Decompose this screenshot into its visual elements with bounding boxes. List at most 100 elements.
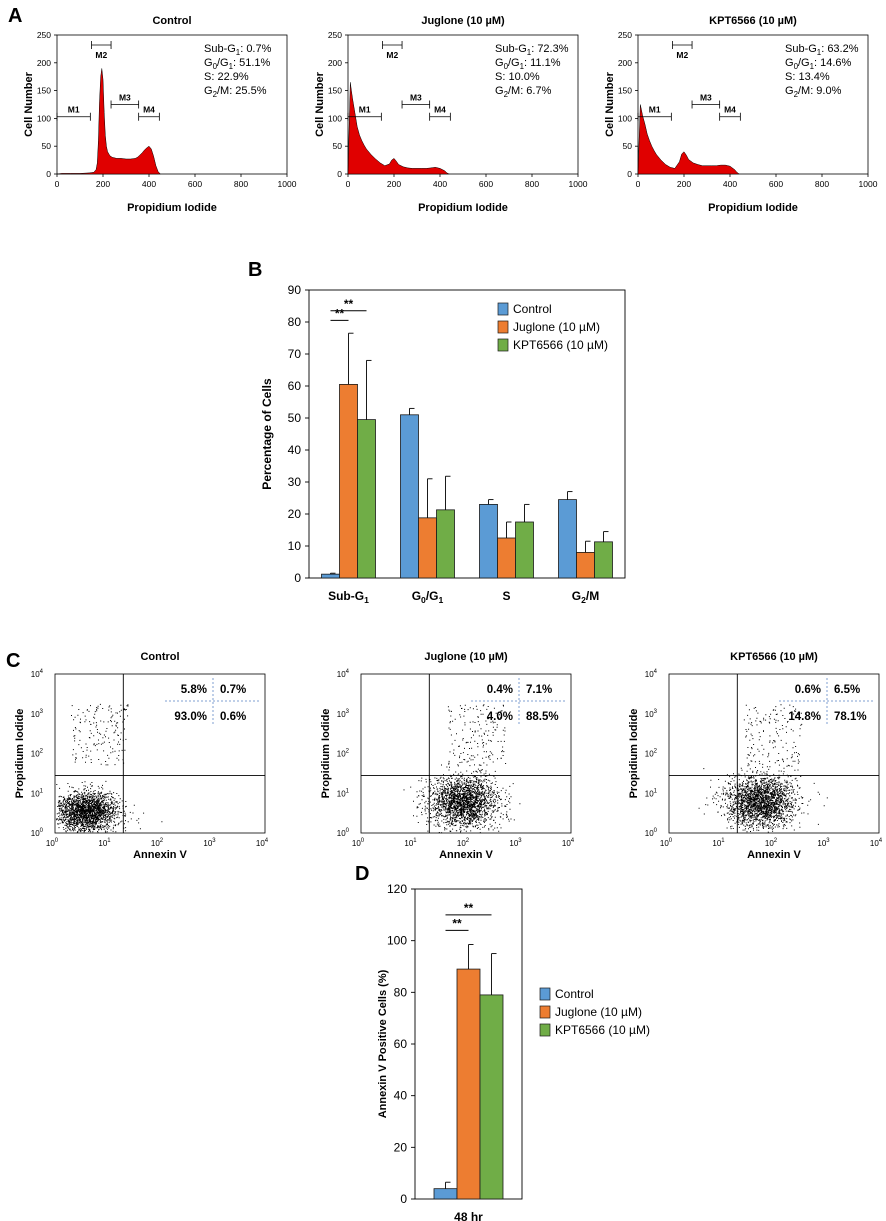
marker-label: M2 [386,50,398,60]
y-tick-label: 103 [645,709,658,719]
category-label: G0/G1 [412,589,444,605]
x-tick-label: 102 [457,838,470,848]
y-tick-label: 250 [328,30,342,40]
x-tick-label: 101 [404,838,417,848]
x-tick-label: 0 [346,179,351,189]
x-tick-label: 101 [712,838,725,848]
scatter-points [698,704,828,833]
y-axis-label: Cell Number [314,71,326,137]
y-tick-label: 0 [46,169,51,179]
scatter-title: KPT6566 (10 µM) [730,651,818,663]
plot-frame [308,289,626,579]
y-tick-label: 70 [288,347,302,361]
marker-label: M1 [649,105,661,115]
x-tick-label: 400 [723,179,737,189]
y-tick-label: 50 [623,141,633,151]
histogram-2: KPT6566 (10 µM) 0 50 100 150 200 250 0 200 400 600… [604,15,878,214]
y-tick-label: 40 [394,1089,408,1103]
legend-swatch [497,320,509,334]
quadrant-upper-left: 0.6% [795,684,821,696]
y-axis-label: Propidium Iodide [14,709,26,799]
bar-0-2 [479,503,498,579]
x-tick-label: 1000 [278,179,297,189]
quadrant-upper-left: 5.8% [181,684,207,696]
histogram-0: Control 0 50 100 150 200 250 0 200 400 600 800 1000 P… [23,15,297,214]
legend-label: Control [555,987,594,1001]
histogram-title: Juglone (10 µM) [421,15,505,27]
quadrant-upper-right: 6.5% [834,684,860,696]
x-tick-label: 1000 [859,179,878,189]
y-axis-label: Cell Number [23,71,35,137]
y-axis-label: Propidium Iodide [628,709,640,799]
y-tick-label: 0 [627,169,632,179]
bar-0-1 [400,414,419,579]
y-tick-label: 101 [645,788,658,798]
y-tick-label: 50 [288,411,302,425]
bar-1-0 [339,383,358,579]
panel-b-bar-chart: 0 10 20 30 40 50 60 70 80 90 Percentage of Cells Su… [260,283,626,605]
x-tick-label: 800 [815,179,829,189]
quadrant-upper-right: 7.1% [526,684,552,696]
y-tick-label: 104 [645,669,658,679]
y-tick-label: 150 [618,86,632,96]
panel-d-bar-chart: 0 20 40 60 80 100 120 Annexin V Positive Cells … [377,882,650,1221]
histogram-title: KPT6566 (10 µM) [709,15,797,27]
panel-label-b: B [248,259,262,281]
y-tick-label: 0 [294,571,301,585]
y-tick-label: 102 [31,749,44,759]
y-tick-label: 104 [337,669,350,679]
quadrant-upper-right: 0.7% [220,684,246,696]
y-tick-label: 120 [387,882,407,896]
category-label: S [502,589,510,603]
legend-label: KPT6566 (10 µM) [555,1023,650,1037]
bar-2-0 [479,994,504,1200]
y-tick-label: 40 [288,443,302,457]
y-tick-label: 103 [31,709,44,719]
bar-1-0 [456,968,481,1200]
quadrant-lower-right: 88.5% [526,711,559,723]
y-tick-label: 100 [337,828,350,838]
y-tick-label: 100 [37,113,51,123]
bar-2-2 [515,521,534,579]
scatter-frame [668,673,880,834]
y-tick-label: 100 [645,828,658,838]
x-tick-label: 102 [151,838,164,848]
x-tick-label: 200 [677,179,691,189]
scatter-frame [360,673,572,834]
y-tick-label: 20 [288,507,302,521]
stat-g2-m: G2/M: 6.7% [495,85,552,99]
stat-sub-g1: Sub-G1: 72.3% [495,43,569,57]
marker-label: M2 [95,50,107,60]
histogram-frame [56,34,288,175]
x-tick-label: 103 [203,838,216,848]
x-axis-label: Annexin V [439,849,493,861]
panel-label-d: D [355,863,369,885]
marker-label: M4 [434,105,446,115]
y-tick-label: 30 [288,475,302,489]
scatter-points [56,703,163,834]
stat-sub-g1: Sub-G1: 0.7% [204,43,272,57]
stat-g0-g1: G0/G1: 51.1% [204,57,271,71]
y-tick-label: 102 [645,749,658,759]
bar-1-3 [576,552,595,579]
scatter-points [403,704,521,834]
category-label: G2/M [572,589,599,605]
x-axis-label: Propidium Iodide [418,202,508,214]
y-tick-label: 150 [37,86,51,96]
significance-label: ** [335,306,345,320]
histogram-area [56,68,162,175]
x-tick-label: 400 [433,179,447,189]
y-tick-label: 0 [337,169,342,179]
y-axis-label: Annexin V Positive Cells (%) [377,969,389,1118]
x-tick-label: 104 [562,838,575,848]
y-tick-label: 100 [387,934,407,948]
quadrant-lower-right: 0.6% [220,711,246,723]
bar-0-0 [433,1188,458,1200]
x-tick-label: 102 [765,838,778,848]
y-tick-label: 150 [328,86,342,96]
x-tick-label: 0 [636,179,641,189]
y-tick-label: 80 [288,315,302,329]
quadrant-lower-left: 4.0% [487,711,513,723]
